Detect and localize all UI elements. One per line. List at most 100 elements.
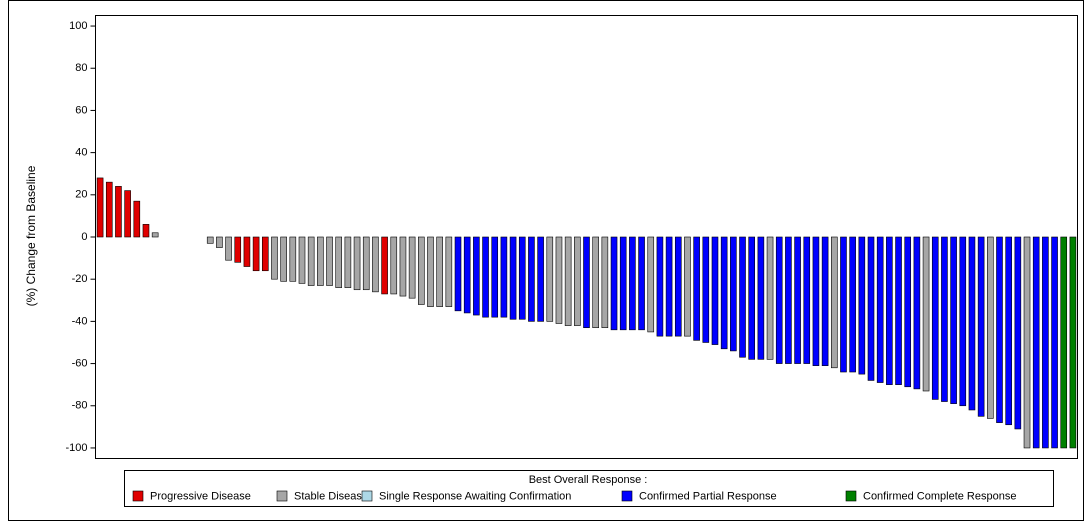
bar <box>610 236 618 331</box>
bar <box>326 236 333 286</box>
bar <box>931 236 939 400</box>
bar <box>463 236 471 314</box>
y-tick-label: -100 <box>65 442 87 454</box>
bar <box>307 236 315 286</box>
bar <box>298 236 306 284</box>
bar <box>812 236 820 366</box>
bar <box>592 236 599 329</box>
bar <box>730 236 737 352</box>
legend-swatch <box>276 490 288 502</box>
bar <box>629 236 636 331</box>
y-tick-label: -20 <box>72 273 88 285</box>
bar <box>408 236 416 299</box>
legend-label: Confirmed Complete Response <box>863 490 1016 502</box>
y-tick-label: 20 <box>75 189 87 201</box>
bar <box>1051 236 1058 449</box>
bar <box>830 236 838 369</box>
bar <box>959 236 967 407</box>
bar <box>803 236 811 364</box>
bar <box>142 224 150 238</box>
y-tick-label: 80 <box>75 62 87 74</box>
bar <box>436 236 443 307</box>
bar <box>1032 236 1040 449</box>
bar <box>133 200 141 238</box>
legend-label: Progressive Disease <box>150 490 251 502</box>
bar <box>665 236 673 337</box>
y-tick-label: -40 <box>72 315 88 327</box>
legend-swatch <box>621 490 633 502</box>
bar <box>895 236 902 385</box>
bar <box>583 236 590 329</box>
bar <box>399 236 407 297</box>
bar <box>785 236 792 364</box>
bar <box>904 236 912 388</box>
bar <box>124 190 131 238</box>
bar <box>968 236 976 411</box>
bar <box>766 236 774 360</box>
bar <box>518 236 526 320</box>
legend-label: Confirmed Partial Response <box>639 490 777 502</box>
bar <box>317 236 324 286</box>
bar <box>996 236 1003 423</box>
bar <box>445 236 453 307</box>
bar <box>821 236 829 366</box>
bar <box>335 236 343 288</box>
legend-title: Best Overall Response : <box>529 474 648 486</box>
bar <box>876 236 884 383</box>
bar <box>693 236 700 341</box>
bar <box>381 236 388 295</box>
bar <box>372 236 379 293</box>
bar <box>913 236 921 390</box>
bar <box>271 236 278 280</box>
bar <box>702 236 710 343</box>
bar <box>454 236 462 312</box>
legend-label: Stable Disease <box>294 490 368 502</box>
bar <box>977 236 985 417</box>
bar <box>206 236 214 244</box>
bar <box>1060 236 1068 449</box>
bar <box>720 236 728 350</box>
bar <box>1023 236 1031 449</box>
bar <box>638 236 645 331</box>
y-axis-label: (%) Change from Baseline <box>24 165 38 306</box>
bar <box>528 236 535 322</box>
bar <box>739 236 746 358</box>
bar <box>684 236 691 337</box>
bar <box>564 236 572 326</box>
y-tick-label: 100 <box>69 20 87 32</box>
bar <box>987 236 994 419</box>
bar <box>482 236 489 318</box>
bar <box>1014 236 1022 430</box>
bar <box>555 236 563 324</box>
y-tick-label: 40 <box>75 147 87 159</box>
bar <box>849 236 856 373</box>
bar <box>261 236 269 272</box>
bar <box>546 236 554 322</box>
bar <box>674 236 682 337</box>
y-tick-label: -60 <box>72 357 88 369</box>
legend-swatch <box>132 490 144 502</box>
legend-box <box>124 470 1054 507</box>
bar <box>96 177 104 238</box>
bar <box>427 236 434 307</box>
y-tick-label: -80 <box>72 400 88 412</box>
bar <box>647 236 655 333</box>
bar <box>656 236 664 337</box>
bar <box>105 181 113 238</box>
bar <box>1042 236 1049 449</box>
bar <box>794 236 801 364</box>
bar <box>619 236 627 331</box>
bar <box>941 236 948 402</box>
bar <box>234 236 242 263</box>
bar <box>390 236 398 295</box>
bar <box>362 236 370 291</box>
bar <box>216 236 223 248</box>
legend-swatch <box>361 490 373 502</box>
bar <box>775 236 783 364</box>
bar <box>886 236 893 385</box>
bar <box>867 236 875 381</box>
bar <box>151 232 159 238</box>
bar <box>473 236 480 316</box>
bar <box>950 236 957 404</box>
